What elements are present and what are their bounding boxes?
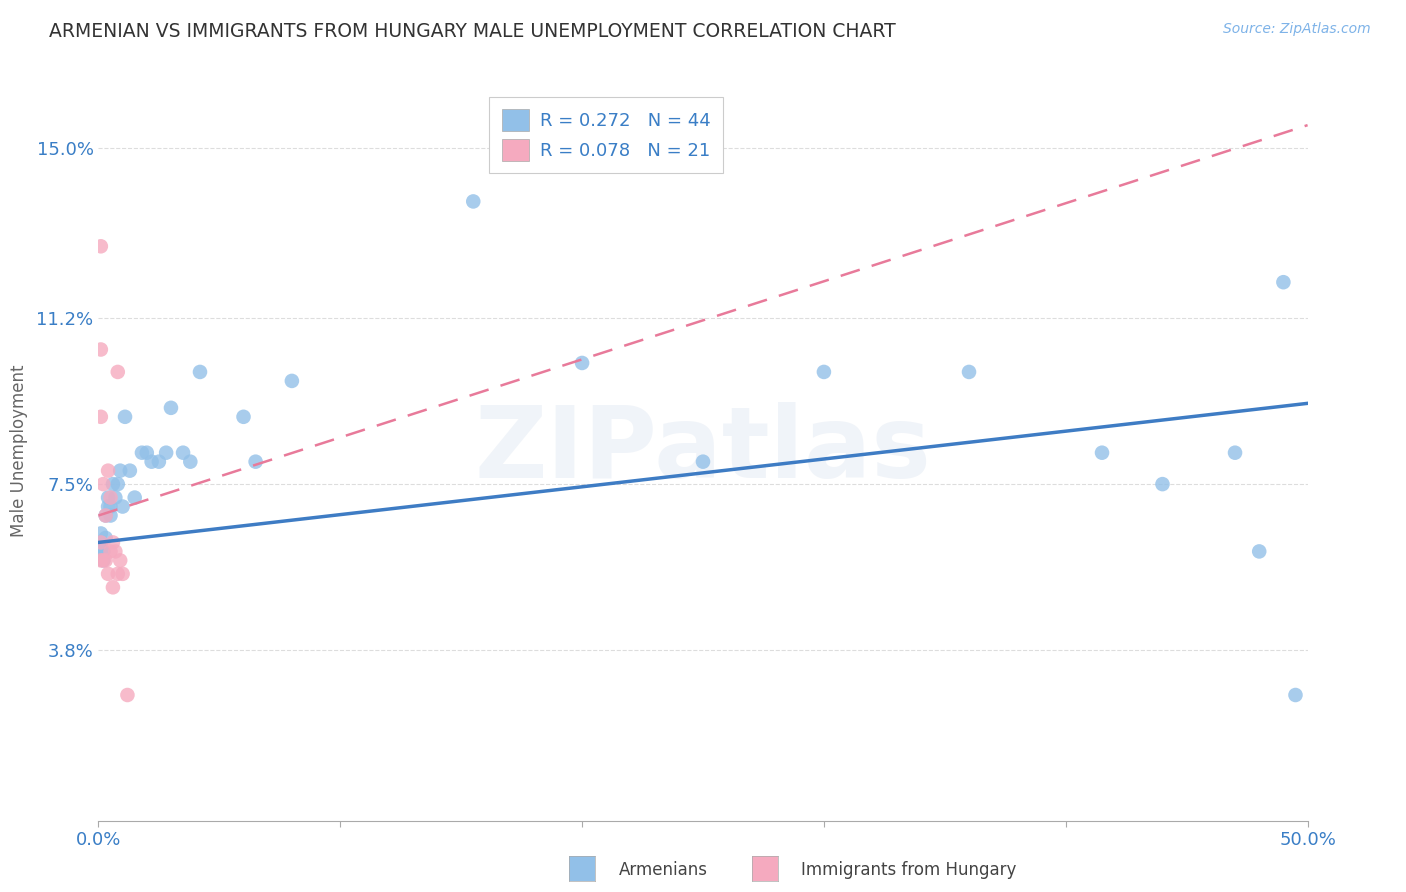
- Legend: R = 0.272   N = 44, R = 0.078   N = 21: R = 0.272 N = 44, R = 0.078 N = 21: [489, 96, 723, 173]
- Point: [94, 508, 117, 523]
- Point: [957, 365, 980, 379]
- Point: [94, 531, 117, 545]
- Point: [107, 477, 129, 491]
- Point: [1223, 446, 1246, 460]
- Point: [97, 500, 120, 514]
- Point: [148, 455, 170, 469]
- Point: [90, 343, 112, 357]
- Point: [104, 544, 127, 558]
- Point: [101, 535, 124, 549]
- Point: [94, 508, 117, 523]
- Point: [90, 535, 112, 549]
- Point: [131, 446, 153, 460]
- Point: [135, 446, 157, 460]
- Point: [90, 409, 112, 424]
- Point: [463, 194, 485, 209]
- Point: [108, 464, 131, 478]
- Point: [141, 455, 163, 469]
- Text: ARMENIAN VS IMMIGRANTS FROM HUNGARY MALE UNEMPLOYMENT CORRELATION CHART: ARMENIAN VS IMMIGRANTS FROM HUNGARY MALE…: [49, 22, 896, 41]
- Point: [91, 477, 114, 491]
- Point: [1091, 446, 1114, 460]
- Point: [107, 365, 129, 379]
- Point: [100, 508, 122, 523]
- Text: ZIPatlas: ZIPatlas: [475, 402, 931, 499]
- Point: [107, 566, 129, 581]
- Point: [101, 580, 124, 594]
- Point: [571, 356, 593, 370]
- Point: [232, 409, 254, 424]
- Point: [100, 500, 122, 514]
- Point: [100, 491, 122, 505]
- Point: [124, 491, 146, 505]
- Point: [118, 464, 141, 478]
- Point: [90, 544, 112, 558]
- Point: [100, 544, 122, 558]
- Point: [108, 553, 131, 567]
- Point: [692, 455, 714, 469]
- Point: [97, 464, 120, 478]
- Y-axis label: Male Unemployment: Male Unemployment: [10, 364, 28, 537]
- Point: [813, 365, 835, 379]
- Point: [1152, 477, 1174, 491]
- Text: Immigrants from Hungary: Immigrants from Hungary: [801, 861, 1017, 879]
- Text: Source: ZipAtlas.com: Source: ZipAtlas.com: [1223, 22, 1371, 37]
- Point: [114, 409, 136, 424]
- Text: Armenians: Armenians: [619, 861, 707, 879]
- Point: [90, 239, 112, 253]
- Point: [91, 544, 114, 558]
- Point: [245, 455, 267, 469]
- Point: [101, 477, 124, 491]
- Point: [1272, 275, 1295, 289]
- Point: [1249, 544, 1271, 558]
- Point: [91, 553, 114, 567]
- Point: [97, 491, 120, 505]
- Point: [117, 688, 139, 702]
- Point: [188, 365, 211, 379]
- Point: [97, 566, 120, 581]
- Point: [90, 535, 112, 549]
- Point: [94, 553, 117, 567]
- Point: [111, 566, 134, 581]
- Point: [1284, 688, 1306, 702]
- Point: [179, 455, 201, 469]
- Point: [111, 500, 134, 514]
- Point: [172, 446, 194, 460]
- Point: [90, 544, 112, 558]
- Point: [91, 544, 114, 558]
- Point: [155, 446, 177, 460]
- Point: [90, 553, 112, 567]
- Point: [104, 491, 127, 505]
- Point: [281, 374, 304, 388]
- Point: [160, 401, 183, 415]
- Point: [91, 553, 114, 567]
- Point: [90, 526, 112, 541]
